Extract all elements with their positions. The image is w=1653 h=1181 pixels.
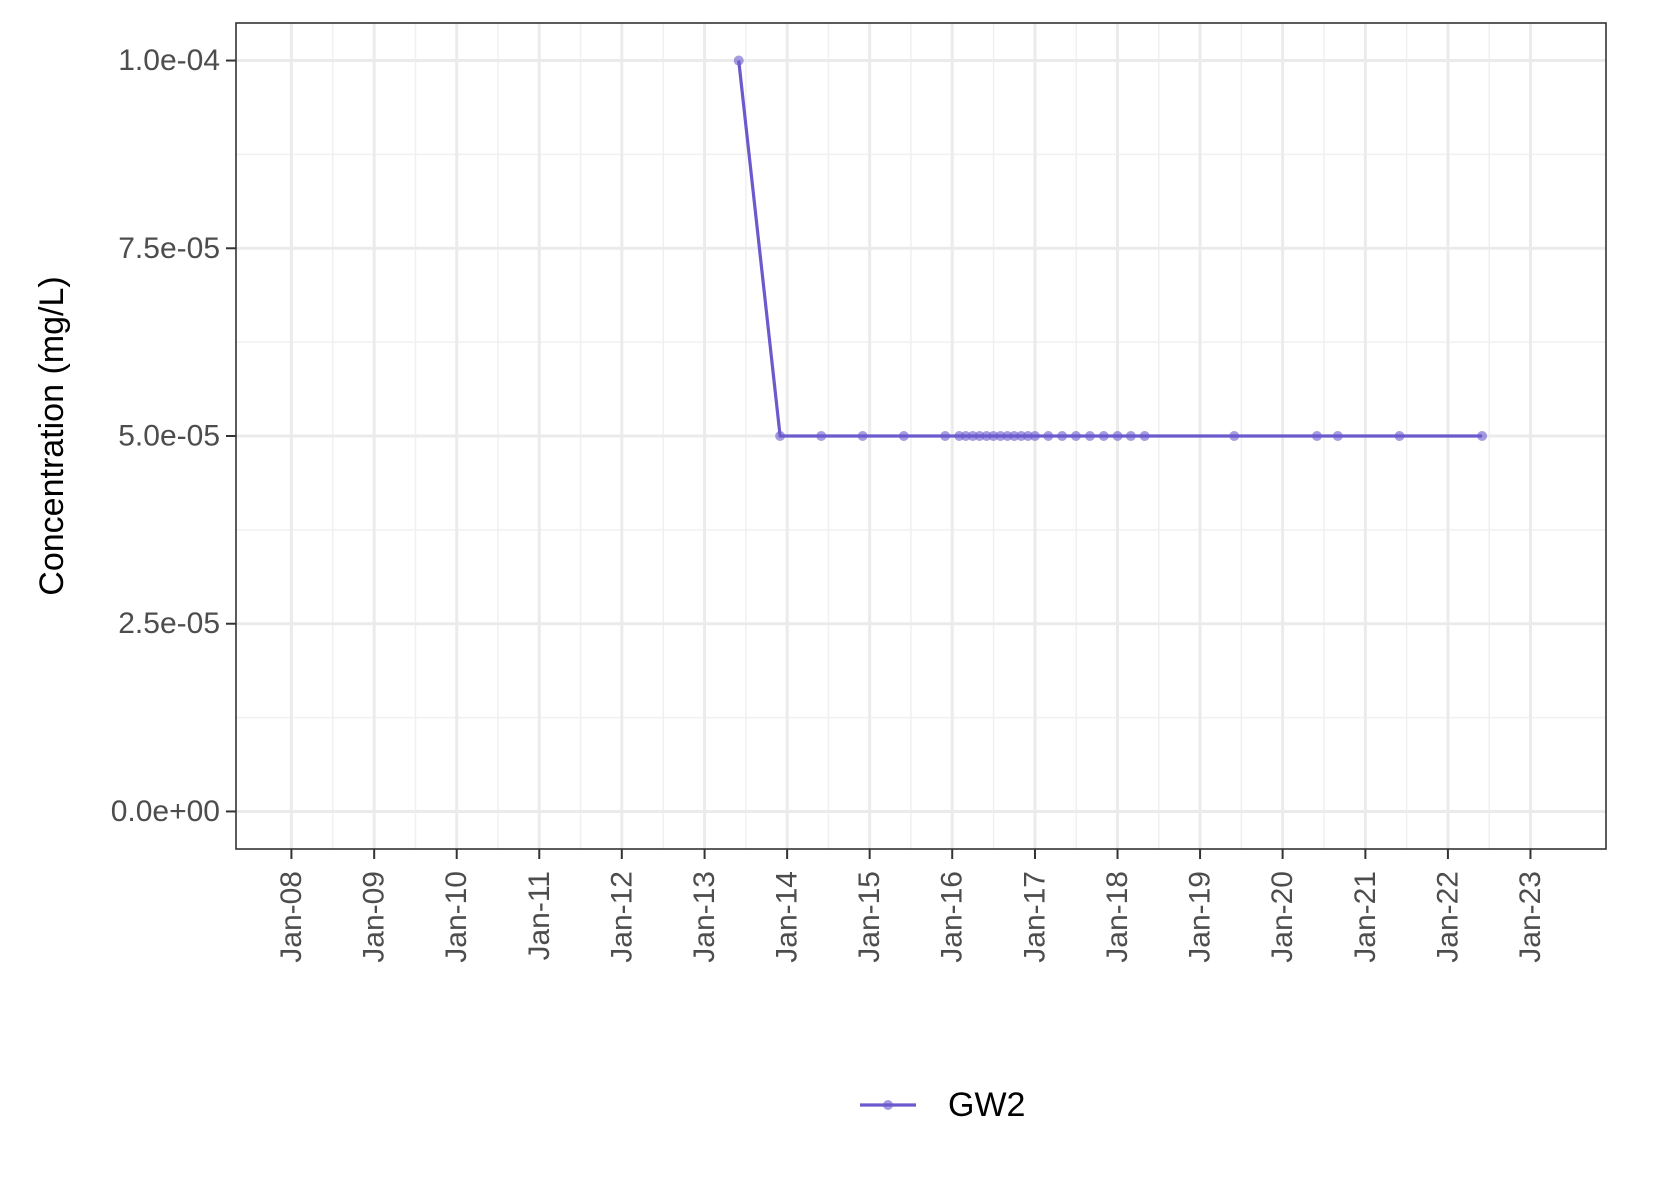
data-point — [1112, 431, 1123, 441]
x-tick-label: Jan-12 — [605, 871, 638, 963]
legend-key-point — [883, 1100, 893, 1110]
data-point — [995, 431, 1006, 441]
y-tick-label: 0.0e+00 — [111, 795, 220, 828]
data-point — [1084, 431, 1095, 441]
x-tick-label: Jan-19 — [1184, 871, 1217, 963]
x-tick-label: Jan-13 — [688, 871, 721, 963]
data-point — [988, 431, 999, 441]
data-point — [1022, 431, 1033, 441]
x-tick-label: Jan-10 — [440, 871, 473, 963]
x-axis: Jan-08 Jan-09 Jan-10 Jan-11 Jan-12 Jan-13 Jan-… — [275, 849, 1547, 963]
data-point — [940, 431, 951, 441]
data-point — [1394, 431, 1405, 441]
data-point — [974, 431, 985, 441]
y-tick-label: 2.5e-05 — [118, 607, 220, 640]
data-point — [1332, 431, 1343, 441]
data-point — [1070, 431, 1081, 441]
data-point — [857, 431, 868, 441]
x-tick-label: Jan-18 — [1101, 871, 1134, 963]
x-tick-label: Jan-23 — [1514, 871, 1547, 963]
series-layer — [733, 55, 1488, 441]
x-tick-label: Jan-11 — [523, 871, 556, 961]
data-point — [1029, 431, 1040, 441]
x-tick-label: Jan-17 — [1018, 871, 1051, 963]
x-tick-label: Jan-22 — [1431, 871, 1464, 963]
data-point — [1139, 431, 1150, 441]
x-tick-label: Jan-16 — [936, 871, 969, 963]
data-point — [1009, 431, 1020, 441]
data-point — [1057, 431, 1068, 441]
data-point — [733, 55, 744, 66]
y-tick-label: 1.0e-04 — [118, 44, 220, 77]
x-tick-label: Jan-09 — [358, 871, 391, 963]
data-point — [1043, 431, 1054, 441]
y-axis: 0.0e+00 2.5e-05 5.0e-05 7.5e-05 1.0e-04 — [111, 44, 236, 828]
y-tick-label: 7.5e-05 — [118, 232, 220, 265]
data-point — [1229, 431, 1240, 441]
data-point — [1311, 431, 1322, 441]
legend: GW2 — [860, 1086, 1025, 1124]
x-tick-label: Jan-15 — [853, 871, 886, 963]
data-point — [775, 431, 786, 441]
data-point — [898, 431, 909, 441]
y-tick-label: 5.0e-05 — [118, 420, 220, 453]
data-point — [816, 431, 827, 441]
data-point — [960, 431, 971, 441]
data-point — [1477, 431, 1488, 441]
x-tick-label: Jan-20 — [1266, 871, 1299, 963]
y-axis-title: Concentration (mg/L) — [33, 276, 71, 595]
x-tick-label: Jan-14 — [771, 871, 804, 963]
data-point — [1125, 431, 1136, 441]
x-tick-label: Jan-21 — [1349, 871, 1382, 963]
data-point — [1098, 431, 1109, 441]
x-tick-label: Jan-08 — [275, 871, 308, 963]
legend-label: GW2 — [948, 1086, 1025, 1124]
